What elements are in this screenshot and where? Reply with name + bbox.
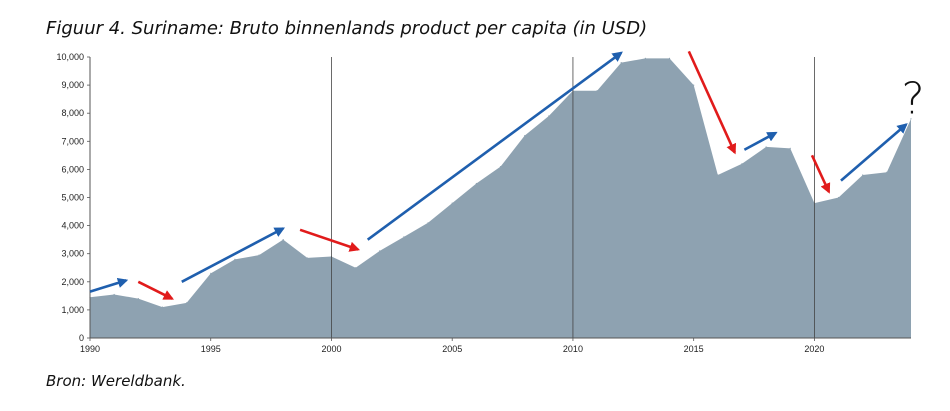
data-point (306, 257, 308, 259)
data-point (524, 135, 526, 137)
data-point (137, 298, 139, 300)
data-point (596, 90, 598, 92)
y-tick-label: 4,000 (61, 221, 84, 231)
x-tick-label: 1990 (80, 344, 100, 354)
y-tick-label: 2,000 (61, 277, 84, 287)
source-note: Bron: Wereldbank. (46, 372, 186, 390)
data-point (282, 239, 284, 241)
y-tick-label: 1,000 (61, 305, 84, 315)
data-point (210, 272, 212, 274)
x-tick-label: 2020 (804, 344, 824, 354)
data-point (403, 236, 405, 238)
data-point (548, 115, 550, 117)
x-tick-label: 2000 (321, 344, 341, 354)
data-point (379, 250, 381, 252)
data-point (741, 163, 743, 165)
data-point (644, 57, 646, 60)
data-point (693, 84, 695, 86)
data-point (862, 174, 864, 176)
y-tick-label: 9,000 (61, 80, 84, 90)
figure-title: Figuur 4. Suriname: Bruto binnenlands pr… (46, 18, 648, 39)
x-tick-label: 2010 (563, 344, 583, 354)
y-tick-label: 10,000 (56, 52, 84, 62)
x-tick-label: 2015 (684, 344, 704, 354)
trend-down-arrow (810, 154, 831, 194)
y-tick-label: 6,000 (61, 164, 84, 174)
trend-down-arrow (137, 280, 174, 300)
data-point (113, 293, 115, 296)
data-point (258, 254, 260, 256)
data-point (185, 302, 188, 304)
trend-up-arrow (743, 131, 778, 151)
trend-down-arrow (687, 50, 737, 155)
data-point (765, 146, 767, 148)
data-point (161, 306, 164, 308)
y-tick-label: 3,000 (61, 249, 84, 259)
data-point (355, 267, 357, 269)
data-point (668, 57, 671, 60)
trend-up-arrow (840, 123, 908, 182)
trend-up-arrow (366, 51, 623, 241)
area-series-0 (90, 58, 911, 338)
y-tick-label: 0 (79, 333, 84, 343)
data-point (475, 182, 477, 185)
trend-up-arrow (89, 277, 129, 293)
y-tick-label: 7,000 (61, 136, 84, 146)
trend-down-arrow (299, 228, 361, 252)
data-point (789, 147, 791, 149)
trend-up-arrow (181, 227, 286, 283)
question-mark-annotation: ? (901, 74, 924, 125)
data-point (717, 174, 719, 176)
data-point (451, 202, 453, 204)
y-tick-label: 5,000 (61, 193, 84, 203)
data-point (499, 165, 502, 168)
data-point (427, 222, 429, 224)
data-point (910, 118, 912, 120)
data-point (234, 258, 236, 260)
data-point (837, 196, 840, 199)
y-tick-label: 8,000 (61, 108, 84, 118)
x-tick-label: 2005 (442, 344, 462, 354)
data-point (886, 171, 888, 173)
data-point (620, 62, 622, 64)
x-tick-label: 1995 (201, 344, 221, 354)
